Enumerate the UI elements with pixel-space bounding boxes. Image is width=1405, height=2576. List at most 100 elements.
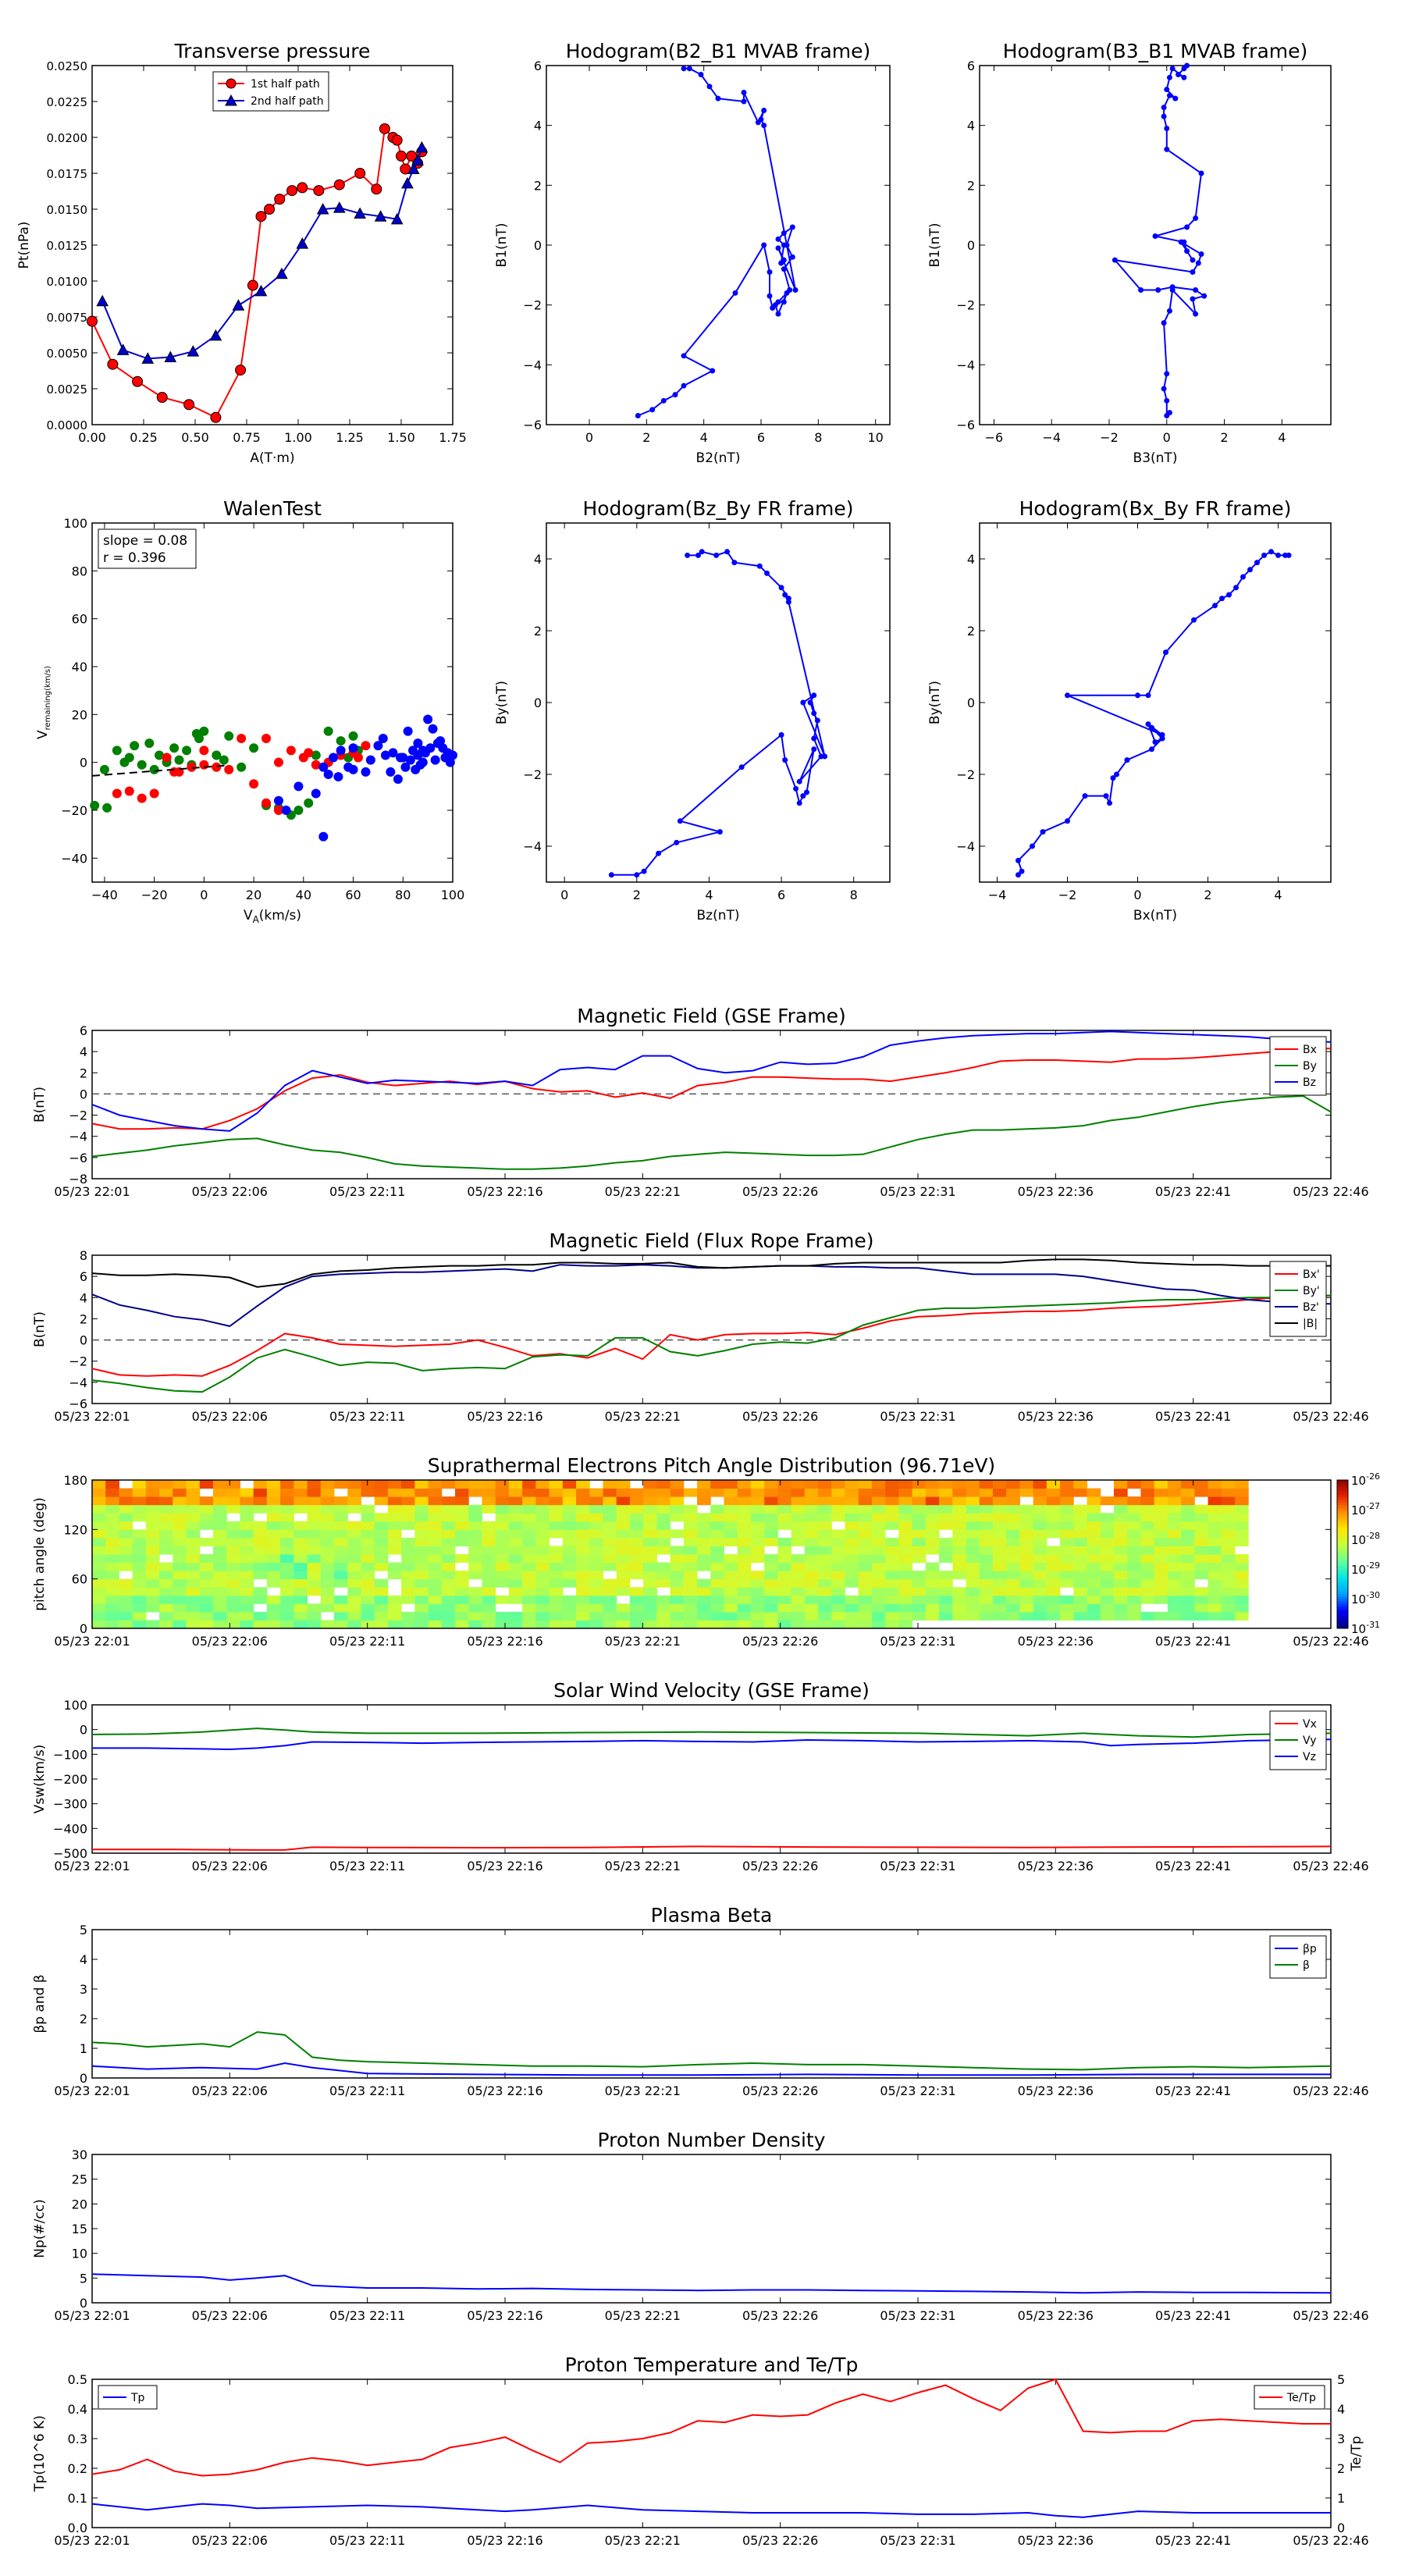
heatmap-cell bbox=[1100, 1587, 1115, 1596]
colorbar-tick-label: 10-31 bbox=[1351, 1620, 1380, 1636]
data-point bbox=[1190, 269, 1196, 275]
data-point bbox=[378, 734, 388, 743]
heatmap-cell bbox=[1181, 1578, 1195, 1588]
heatmap-cell bbox=[683, 1611, 698, 1621]
heatmap-cell bbox=[1167, 1529, 1182, 1539]
heatmap-cell bbox=[1181, 1488, 1195, 1497]
heatmap-cell bbox=[522, 1521, 536, 1530]
heatmap-cell bbox=[818, 1587, 832, 1596]
time-tick-label: 05/23 22:01 bbox=[54, 1409, 130, 1424]
time-tick-label: 05/23 22:41 bbox=[1155, 2533, 1231, 2548]
heatmap-cell bbox=[1194, 1587, 1209, 1596]
heatmap-cell bbox=[831, 1603, 846, 1613]
heatmap-cell bbox=[266, 1578, 281, 1588]
heatmap-cell bbox=[387, 1488, 402, 1497]
y-tick-label: 2 bbox=[534, 624, 542, 639]
heatmap-cell bbox=[845, 1504, 859, 1514]
heatmap-cell bbox=[845, 1578, 859, 1588]
data-point bbox=[649, 407, 656, 413]
x-tick-label: 6 bbox=[757, 430, 765, 445]
data-point bbox=[660, 397, 667, 404]
y-tick-label: 60 bbox=[72, 1572, 87, 1587]
heatmap-cell bbox=[1181, 1537, 1195, 1546]
heatmap-cell bbox=[656, 1595, 671, 1604]
heatmap-cell bbox=[374, 1529, 389, 1539]
heatmap-cell bbox=[966, 1571, 980, 1580]
heatmap-cell bbox=[1060, 1480, 1074, 1489]
y-tick-label: 0 bbox=[80, 1087, 87, 1101]
data-point bbox=[1152, 233, 1158, 239]
heatmap-cell bbox=[576, 1587, 590, 1596]
heatmap-cell bbox=[468, 1537, 482, 1546]
heatmap-cell bbox=[1006, 1562, 1020, 1571]
legend-marker bbox=[225, 94, 237, 106]
data-point bbox=[348, 743, 358, 753]
heatmap-cell bbox=[1113, 1578, 1128, 1588]
legend-label: Tp bbox=[130, 2392, 145, 2404]
heatmap-cell bbox=[320, 1496, 335, 1506]
heatmap-cell bbox=[240, 1554, 254, 1564]
heatmap-cell bbox=[791, 1554, 806, 1564]
heatmap-cell bbox=[186, 1521, 201, 1530]
heatmap-cell bbox=[1073, 1578, 1088, 1588]
heatmap-cell bbox=[347, 1554, 361, 1564]
colorbar-segment bbox=[1337, 1480, 1348, 1483]
heatmap-cell bbox=[347, 1587, 361, 1596]
heatmap-cell bbox=[952, 1504, 967, 1514]
heatmap-cell bbox=[925, 1611, 940, 1621]
heatmap-cell bbox=[213, 1529, 227, 1539]
heatmap-cell bbox=[186, 1562, 201, 1571]
data-point bbox=[379, 123, 390, 134]
y-tick-label: −2 bbox=[956, 298, 975, 313]
heatmap-cell bbox=[737, 1595, 752, 1604]
colorbar-segment bbox=[1337, 1578, 1348, 1582]
time-tick-label: 05/23 22:41 bbox=[1155, 1409, 1231, 1424]
heatmap-cell bbox=[845, 1537, 859, 1546]
heatmap-cell bbox=[1073, 1480, 1088, 1489]
heatmap-cell bbox=[1194, 1521, 1209, 1530]
heatmap-cell bbox=[455, 1480, 469, 1489]
heatmap-cell bbox=[482, 1554, 496, 1564]
heatmap-cell bbox=[132, 1571, 147, 1580]
data-point bbox=[1254, 560, 1260, 566]
heatmap-cell bbox=[173, 1611, 187, 1621]
x-tick-label: −20 bbox=[141, 888, 168, 902]
heatmap-cell bbox=[414, 1488, 429, 1497]
heatmap-cell bbox=[1087, 1529, 1101, 1539]
heatmap-cell bbox=[643, 1611, 657, 1621]
heatmap-cell bbox=[791, 1521, 806, 1530]
heatmap-cell bbox=[737, 1513, 752, 1522]
heatmap-cell bbox=[683, 1513, 698, 1522]
heatmap-cell bbox=[132, 1554, 147, 1564]
heatmap-cell bbox=[455, 1620, 469, 1629]
heatmap-cell bbox=[791, 1595, 806, 1604]
heatmap-cell bbox=[132, 1562, 147, 1571]
heatmap-cell bbox=[361, 1546, 375, 1555]
colorbar-segment bbox=[1337, 1495, 1348, 1498]
heatmap-cell bbox=[119, 1521, 133, 1530]
data-point bbox=[323, 770, 333, 779]
heatmap-cell bbox=[589, 1595, 603, 1604]
heatmap-cell bbox=[562, 1571, 577, 1580]
time-tick-label: 05/23 22:11 bbox=[329, 2083, 405, 2098]
heatmap-cell bbox=[105, 1537, 119, 1546]
legend-box bbox=[98, 2385, 158, 2410]
colorbar-segment bbox=[1337, 1500, 1348, 1503]
heatmap-cell bbox=[992, 1537, 1007, 1546]
heatmap-cell bbox=[266, 1554, 281, 1564]
y-tick-label: 80 bbox=[72, 564, 87, 578]
heatmap-cell bbox=[347, 1488, 361, 1497]
heatmap-cell bbox=[347, 1496, 361, 1506]
heatmap-cell bbox=[737, 1546, 752, 1555]
y-tick-label: 6 bbox=[534, 59, 542, 73]
heatmap-cell bbox=[253, 1529, 268, 1539]
heatmap-cell bbox=[535, 1529, 550, 1539]
heatmap-cell bbox=[522, 1578, 536, 1588]
heatmap-cell bbox=[253, 1611, 268, 1621]
heatmap-cell bbox=[280, 1529, 294, 1539]
heatmap-cell bbox=[468, 1521, 482, 1530]
y-tick-label: 20 bbox=[72, 707, 87, 722]
data-point bbox=[699, 549, 705, 555]
heatmap-cell bbox=[401, 1546, 415, 1555]
